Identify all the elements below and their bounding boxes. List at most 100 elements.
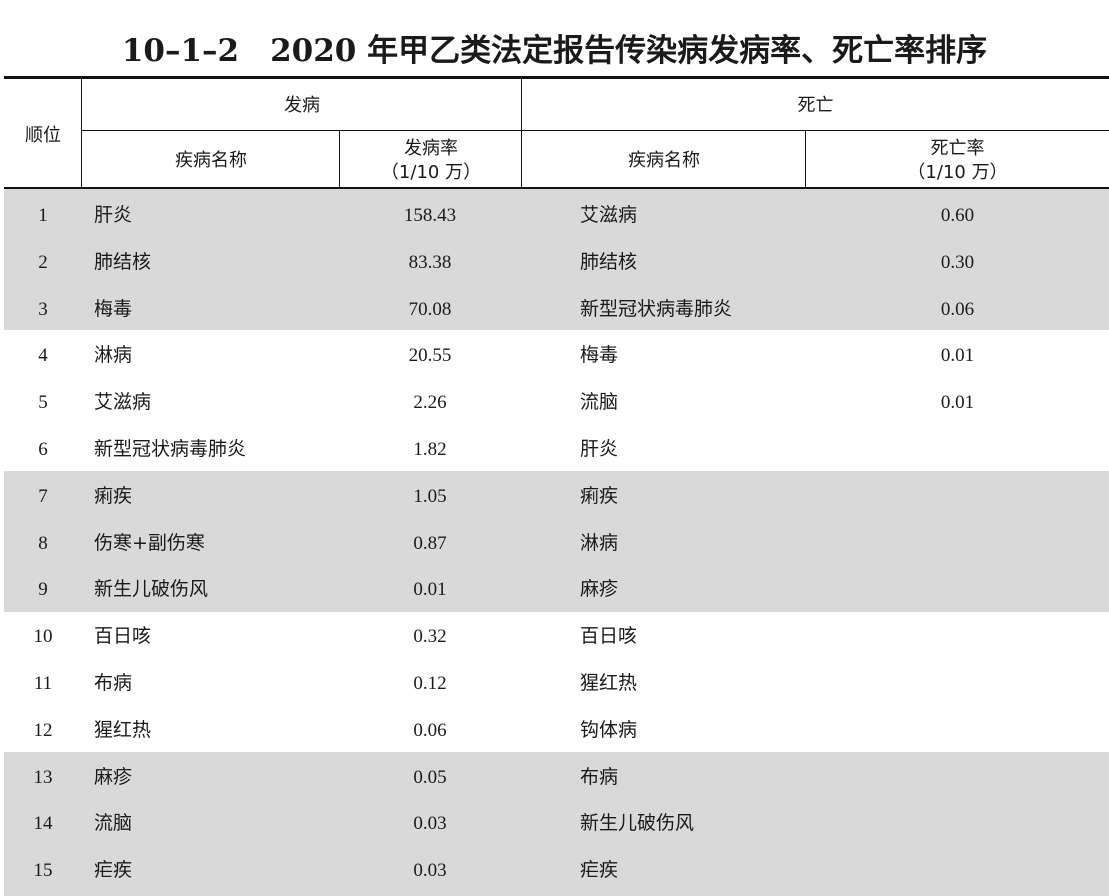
death-rate-value: 0.30 <box>940 251 975 273</box>
header-incidence-rate-line1: 发病率 <box>404 138 458 159</box>
table-row: 1 肝炎 158.43 艾滋病 0.60 <box>0 192 1109 239</box>
incidence-disease-name: 布病 <box>94 672 133 694</box>
table-row: 8 伤寒+副伤寒 0.87 淋病 <box>0 520 1109 567</box>
death-disease-name: 流脑 <box>580 391 619 414</box>
incidence-disease-name: 淋病 <box>94 344 133 367</box>
death-disease-name: 疟疾 <box>580 859 619 882</box>
header-divider-group <box>521 79 522 187</box>
incidence-rate-value: 0.06 <box>413 719 447 741</box>
table-row: 3 梅毒 70.08 新型冠状病毒肺炎 0.06 <box>0 286 1109 333</box>
header-bottom-rule <box>4 187 1109 189</box>
incidence-rate-value: 2.26 <box>413 392 447 414</box>
death-rate-value: 0.06 <box>940 298 975 320</box>
header-death-rate-line1: 死亡率 <box>930 138 985 159</box>
table-row: 12 猩红热 0.06 钩体病 <box>0 707 1109 754</box>
death-rate-value <box>806 847 1109 894</box>
rank-cell: 4 <box>38 345 48 367</box>
rank-cell: 2 <box>38 251 48 273</box>
header-sub-rule <box>82 130 1109 131</box>
table-row: 14 流脑 0.03 新生儿破伤风 <box>0 800 1109 847</box>
death-disease-name: 钩体病 <box>580 718 638 741</box>
death-disease-name: 新生儿破伤风 <box>580 812 695 835</box>
death-rate-value <box>806 800 1109 847</box>
incidence-rate-value: 0.32 <box>413 626 447 648</box>
rank-cell: 6 <box>38 439 48 460</box>
rank-cell: 15 <box>33 860 53 882</box>
incidence-rate-value: 1.82 <box>413 439 447 460</box>
table-row: 4 淋病 20.55 梅毒 0.01 <box>0 332 1109 379</box>
incidence-disease-name: 流脑 <box>94 812 133 835</box>
death-rate-value <box>806 426 1109 473</box>
rank-cell: 9 <box>38 579 48 601</box>
incidence-rate-value: 20.55 <box>408 345 452 367</box>
incidence-disease-name: 肺结核 <box>94 250 152 273</box>
death-rate-value <box>806 660 1109 707</box>
death-rate-value <box>806 707 1109 754</box>
rank-cell: 11 <box>33 673 53 694</box>
rank-cell: 10 <box>33 626 53 648</box>
incidence-rate-value: 1.05 <box>413 485 447 507</box>
incidence-disease-name: 疟疾 <box>94 859 133 882</box>
death-rate-value: 0.60 <box>940 205 975 226</box>
incidence-disease-name: 艾滋病 <box>94 391 152 414</box>
header-death-group: 死亡 <box>797 95 834 116</box>
incidence-rate-value: 0.05 <box>413 766 447 788</box>
incidence-disease-name: 伤寒+副伤寒 <box>94 531 205 554</box>
table-row: 6 新型冠状病毒肺炎 1.82 肝炎 <box>0 426 1109 473</box>
incidence-rate-value: 83.38 <box>408 251 452 273</box>
rank-cell: 7 <box>38 485 48 507</box>
header-death-disease-name: 疾病名称 <box>628 150 700 171</box>
rank-cell: 12 <box>33 719 53 741</box>
death-disease-name: 布病 <box>580 765 619 788</box>
incidence-rate-value: 0.12 <box>413 673 447 694</box>
death-disease-name: 痢疾 <box>580 484 619 507</box>
table-row: 11 布病 0.12 猩红热 <box>0 660 1109 707</box>
table-row: 10 百日咳 0.32 百日咳 <box>0 613 1109 660</box>
incidence-rate-value: 0.03 <box>413 813 447 835</box>
header-incidence-group: 发病 <box>284 95 320 116</box>
rank-cell: 8 <box>38 532 48 554</box>
header-incidence-disease-name: 疾病名称 <box>175 150 247 171</box>
incidence-rate-value: 70.08 <box>408 298 452 320</box>
row-band-1-3 <box>4 189 1109 330</box>
incidence-disease-name: 麻疹 <box>94 765 133 788</box>
table-row: 9 新生儿破伤风 0.01 麻疹 <box>0 566 1109 613</box>
death-rate-value <box>806 520 1109 567</box>
death-rate-value: 0.01 <box>940 345 975 367</box>
table-row: 15 疟疾 0.03 疟疾 <box>0 847 1109 894</box>
header-divider-rank <box>81 79 82 187</box>
table-row: 5 艾滋病 2.26 流脑 0.01 <box>0 379 1109 426</box>
incidence-rate-value: 0.03 <box>413 860 447 882</box>
incidence-rate-value: 0.87 <box>413 532 447 554</box>
table-row: 2 肺结核 83.38 肺结核 0.30 <box>0 239 1109 286</box>
rank-cell: 13 <box>33 766 53 788</box>
death-rate-value <box>806 613 1109 660</box>
death-rate-value <box>806 754 1109 801</box>
header-divider-death-rate <box>805 131 806 187</box>
death-disease-name: 艾滋病 <box>580 204 638 226</box>
rank-cell: 1 <box>38 205 48 226</box>
death-disease-name: 梅毒 <box>580 344 619 367</box>
header-death-rate-line2: （1/10 万） <box>907 162 1008 183</box>
header-divider-incidence-rate <box>339 131 340 187</box>
row-band-13-15 <box>4 752 1109 896</box>
incidence-disease-name: 新生儿破伤风 <box>94 578 209 601</box>
death-disease-name: 肝炎 <box>580 438 619 460</box>
death-rate-value <box>806 566 1109 613</box>
header-incidence-rate-line2: （1/10 万） <box>380 162 482 183</box>
incidence-disease-name: 痢疾 <box>94 484 133 507</box>
death-disease-name: 淋病 <box>580 531 619 554</box>
incidence-disease-name: 猩红热 <box>94 718 152 741</box>
death-disease-name: 百日咳 <box>580 625 638 648</box>
death-disease-name: 猩红热 <box>580 672 638 694</box>
death-rate-value <box>806 473 1109 520</box>
incidence-rate-value: 0.01 <box>413 579 447 601</box>
table-row: 7 痢疾 1.05 痢疾 <box>0 473 1109 520</box>
death-disease-name: 新型冠状病毒肺炎 <box>580 297 733 320</box>
incidence-rate-value: 158.43 <box>403 205 457 226</box>
row-band-7-9 <box>4 471 1109 612</box>
incidence-disease-name: 梅毒 <box>94 297 133 320</box>
table-top-rule <box>4 76 1109 79</box>
incidence-disease-name: 新型冠状病毒肺炎 <box>94 438 247 460</box>
incidence-disease-name: 肝炎 <box>94 204 133 226</box>
